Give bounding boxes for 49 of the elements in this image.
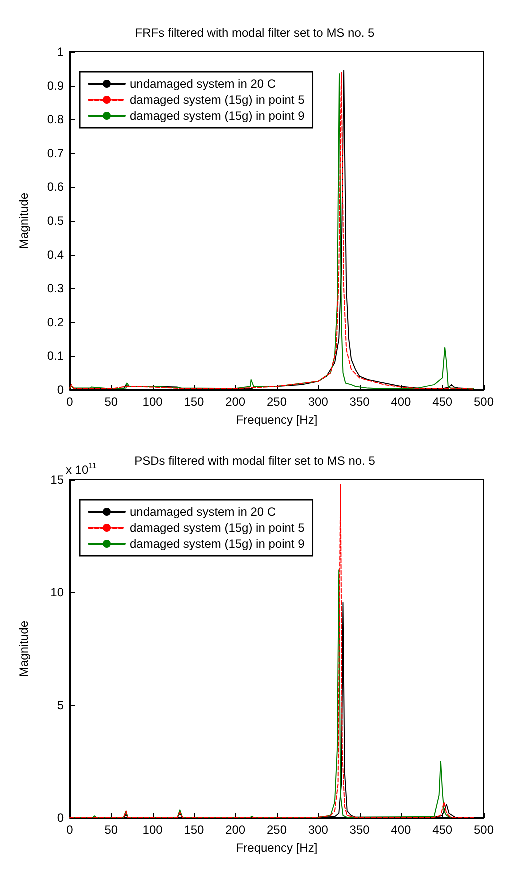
x-tick-label: 150: [184, 823, 205, 837]
y-tick-label: 0: [57, 811, 64, 825]
legend-label: damaged system (15g) in point 9: [130, 537, 306, 551]
x-tick-label: 500: [474, 395, 494, 409]
x-tick-label: 200: [226, 395, 246, 409]
y-tick-label: 0.1: [47, 349, 64, 364]
x-tick-label: 100: [142, 823, 164, 837]
y-tick-label: 10: [50, 586, 64, 600]
y-tick-label: 0: [57, 383, 64, 397]
legend-label: undamaged system in 20 C: [130, 505, 276, 519]
x-tick-label: 350: [350, 395, 370, 409]
y-tick-label: 0.7: [47, 146, 64, 160]
y-tick-label: 0.4: [47, 248, 64, 262]
x-tick-label: 0: [66, 823, 74, 837]
y-axis-title: Magnitude: [17, 620, 31, 678]
x-tick-label: 100: [142, 395, 164, 409]
x-tick-label: 50: [104, 823, 118, 837]
x-tick-label: 400: [391, 395, 412, 409]
chart-title: FRFs filtered with modal filter set to MS no. 5: [135, 26, 376, 40]
y-tick-label: 0.9: [47, 78, 64, 93]
y-tick-label: 0.3: [47, 282, 64, 296]
x-tick-label: 450: [432, 823, 453, 837]
chart-title: PSDs filtered with modal filter set to MS no. 5: [134, 454, 376, 468]
x-tick-label: 400: [391, 823, 412, 837]
legend-label: damaged system (15g) in point 9: [130, 109, 306, 123]
y-tick-label: 1: [57, 45, 64, 59]
x-tick-label: 0: [66, 395, 74, 409]
legend-label: undamaged system in 20 C: [130, 77, 276, 91]
x-tick-label: 450: [432, 395, 453, 409]
x-tick-label: 50: [104, 395, 118, 409]
x-tick-label: 350: [350, 823, 370, 837]
y-axis-title: Magnitude: [17, 192, 31, 250]
legend-label: damaged system (15g) in point 5: [130, 93, 306, 107]
legend-label: damaged system (15g) in point 5: [130, 521, 306, 535]
y-tick-label: 0.8: [47, 112, 64, 127]
x-tick-label: 250: [266, 395, 288, 409]
x-tick-label: 300: [308, 823, 329, 837]
y-tick-label: 0.6: [47, 180, 64, 194]
y-tick-label: 5: [57, 698, 64, 712]
y-tick-label: 0.5: [47, 214, 64, 228]
x-tick-label: 250: [266, 823, 288, 837]
x-axis-title: Frequency [Hz]: [236, 841, 318, 855]
x-tick-label: 300: [308, 395, 329, 409]
x-tick-label: 500: [474, 823, 494, 837]
y-tick-label: 0.2: [47, 315, 64, 330]
x-tick-label: 150: [184, 395, 205, 409]
y-tick-label: 15: [50, 473, 64, 487]
x-axis-title: Frequency [Hz]: [236, 413, 318, 427]
x-tick-label: 200: [226, 823, 246, 837]
